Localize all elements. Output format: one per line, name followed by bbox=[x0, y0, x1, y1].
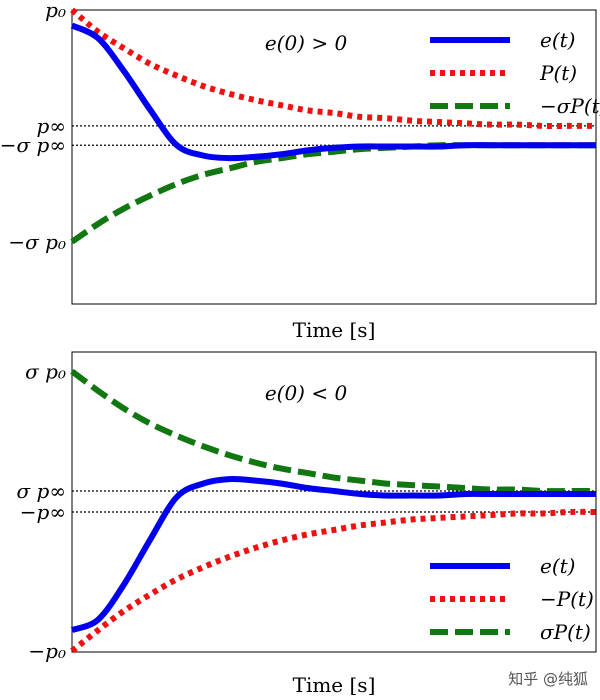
top-plot-frame bbox=[71, 9, 597, 305]
bottom-annotation: e(0) < 0 bbox=[265, 381, 348, 405]
bottom-series-dotted-line bbox=[70, 508, 597, 654]
bottom-x-axis-label: Time [s] bbox=[293, 673, 376, 697]
top-ytick-label-2: −σ p∞ bbox=[0, 133, 66, 157]
bottom-ytick-label-1: σ p∞ bbox=[17, 479, 66, 503]
bottom-ytick-label-2: −p∞ bbox=[20, 500, 66, 524]
bottom-plot-frame bbox=[71, 351, 597, 653]
top-series-solid-line bbox=[70, 22, 596, 162]
top-panel: p₀ p∞−σ p∞ −σ p₀ e(0) > 0 e(t) P(t) −σP(t) T… bbox=[0, 0, 600, 342]
bottom-panel: σ p₀ σ p∞−p∞ −p₀ e(0) < 0 e(t) −P(t) σP(t) T… bbox=[17, 351, 597, 697]
top-x-axis-label: Time [s] bbox=[293, 318, 376, 342]
bottom-series-dashed-line bbox=[70, 369, 596, 495]
bottom-legend-label-2: σP(t) bbox=[540, 620, 591, 644]
bottom-legend-label-0: e(t) bbox=[540, 554, 575, 578]
bottom-ytick-label-3: −p₀ bbox=[28, 639, 66, 663]
bottom-series-layer bbox=[70, 369, 597, 654]
top-legend-label-0: e(t) bbox=[540, 28, 575, 52]
top-ytick-label-0: p₀ bbox=[45, 0, 66, 22]
top-ytick-label-1: p∞ bbox=[37, 114, 66, 138]
top-legend: e(t) P(t) −σP(t) bbox=[430, 28, 600, 118]
bottom-ytick-label-0: σ p₀ bbox=[25, 359, 66, 383]
bottom-series-solid-line bbox=[70, 475, 596, 633]
top-series-layer bbox=[70, 7, 596, 245]
bottom-legend-label-1: −P(t) bbox=[540, 587, 594, 611]
top-ytick-label-3: −σ p₀ bbox=[8, 230, 66, 254]
top-legend-label-2: −σP(t) bbox=[540, 94, 600, 118]
top-annotation: e(0) > 0 bbox=[265, 31, 348, 55]
bottom-ytick-labels: σ p₀ σ p∞−p∞ −p₀ bbox=[17, 359, 66, 663]
bottom-legend: e(t) −P(t) σP(t) bbox=[430, 554, 594, 644]
top-legend-label-1: P(t) bbox=[539, 61, 577, 85]
top-series-dotted-line bbox=[70, 7, 596, 129]
top-series-dashed-line bbox=[70, 142, 596, 245]
top-ytick-labels: p₀ p∞−σ p∞ −σ p₀ bbox=[0, 0, 66, 254]
watermark-text: 知乎 @纯狐 bbox=[508, 670, 588, 688]
